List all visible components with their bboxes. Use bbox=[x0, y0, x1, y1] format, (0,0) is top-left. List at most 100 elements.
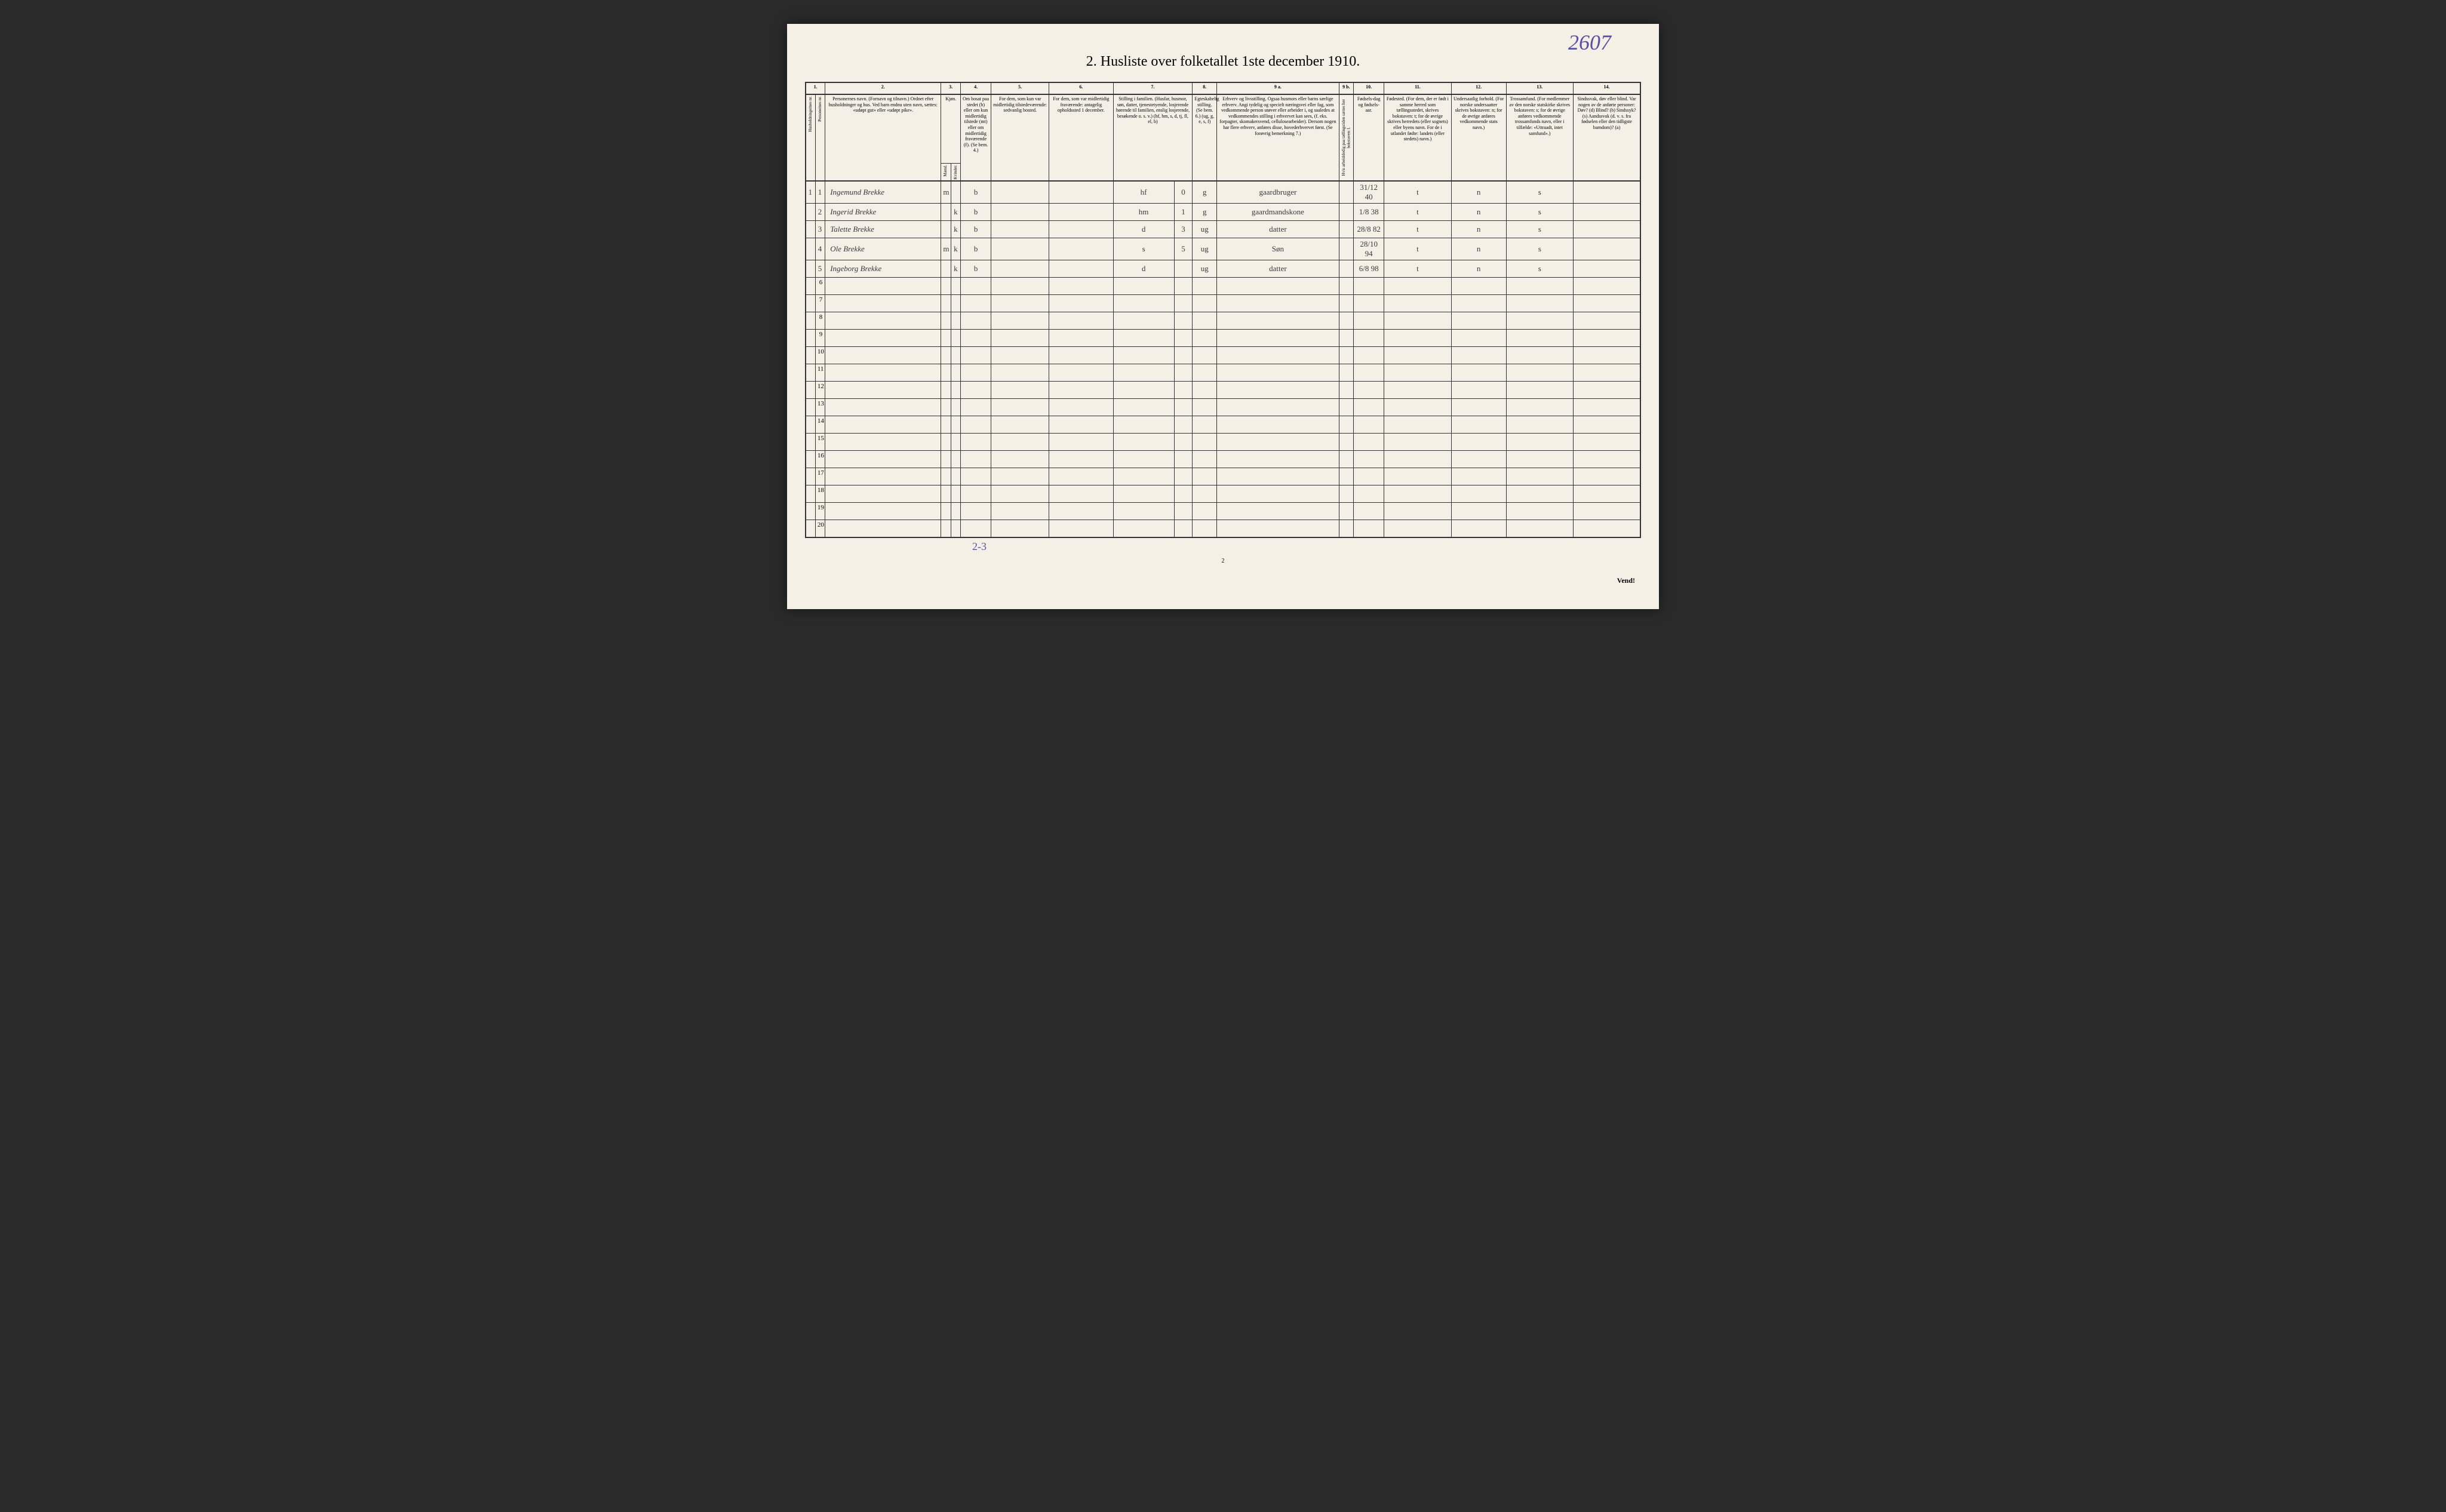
table-cell: 15 bbox=[815, 434, 825, 451]
table-cell: 28/8 82 bbox=[1354, 221, 1384, 238]
table-cell bbox=[961, 330, 991, 347]
table-cell bbox=[1451, 278, 1506, 295]
header-person-nr: Personernes nr. bbox=[818, 96, 822, 122]
table-cell bbox=[806, 416, 815, 434]
table-cell: 31/12 40 bbox=[1354, 181, 1384, 204]
header-midl-tilstede: For dem, som kun var midlertidig tilsted… bbox=[991, 94, 1049, 181]
table-row: 12 bbox=[806, 382, 1640, 399]
table-cell bbox=[1573, 221, 1640, 238]
table-cell bbox=[961, 278, 991, 295]
table-row: 8 bbox=[806, 312, 1640, 330]
table-cell bbox=[1193, 468, 1217, 485]
table-cell: s bbox=[1506, 181, 1573, 204]
table-cell bbox=[1193, 520, 1217, 538]
table-cell bbox=[951, 364, 960, 382]
table-cell bbox=[1573, 330, 1640, 347]
table-cell bbox=[1174, 416, 1193, 434]
colnum-9a: 9 a. bbox=[1217, 82, 1339, 94]
table-cell: Ole Brekke bbox=[825, 238, 941, 260]
table-cell bbox=[951, 295, 960, 312]
table-cell bbox=[1573, 181, 1640, 204]
table-cell bbox=[1573, 485, 1640, 503]
table-cell bbox=[1354, 520, 1384, 538]
table-cell bbox=[1339, 434, 1354, 451]
table-cell bbox=[951, 347, 960, 364]
table-cell: k bbox=[951, 238, 960, 260]
table-cell bbox=[1506, 468, 1573, 485]
table-cell bbox=[961, 520, 991, 538]
table-cell bbox=[1384, 347, 1451, 364]
table-cell: ug bbox=[1193, 221, 1217, 238]
colnum-5: 5. bbox=[991, 82, 1049, 94]
table-cell bbox=[1193, 364, 1217, 382]
table-cell bbox=[1354, 434, 1384, 451]
table-cell bbox=[1113, 416, 1174, 434]
table-cell: gaardbruger bbox=[1217, 181, 1339, 204]
table-cell bbox=[961, 485, 991, 503]
table-cell bbox=[1384, 520, 1451, 538]
table-cell: t bbox=[1384, 238, 1451, 260]
table-cell bbox=[1506, 416, 1573, 434]
table-cell bbox=[1174, 382, 1193, 399]
table-cell bbox=[1049, 399, 1113, 416]
table-cell bbox=[1113, 278, 1174, 295]
colnum-14: 14. bbox=[1573, 82, 1640, 94]
table-cell bbox=[1193, 295, 1217, 312]
table-cell bbox=[1339, 278, 1354, 295]
table-cell bbox=[941, 434, 951, 451]
table-cell bbox=[961, 382, 991, 399]
table-cell bbox=[991, 260, 1049, 278]
table-cell bbox=[1451, 520, 1506, 538]
table-cell bbox=[825, 295, 941, 312]
table-cell bbox=[1354, 485, 1384, 503]
table-cell bbox=[825, 312, 941, 330]
table-cell bbox=[1384, 451, 1451, 468]
table-cell bbox=[1451, 485, 1506, 503]
header-navn: Personernes navn. (Fornavn og tilnavn.) … bbox=[825, 94, 941, 181]
table-cell bbox=[1573, 382, 1640, 399]
table-cell: 6 bbox=[815, 278, 825, 295]
table-cell bbox=[1113, 364, 1174, 382]
table-cell bbox=[1217, 364, 1339, 382]
table-cell bbox=[951, 503, 960, 520]
table-row: 10 bbox=[806, 347, 1640, 364]
table-cell bbox=[1506, 399, 1573, 416]
table-cell bbox=[1451, 364, 1506, 382]
table-cell: s bbox=[1506, 238, 1573, 260]
table-cell bbox=[951, 520, 960, 538]
table-cell: 9 bbox=[815, 330, 825, 347]
table-cell bbox=[941, 221, 951, 238]
table-cell bbox=[1049, 238, 1113, 260]
table-cell bbox=[1113, 451, 1174, 468]
table-cell bbox=[951, 312, 960, 330]
table-cell bbox=[961, 503, 991, 520]
table-cell bbox=[1174, 364, 1193, 382]
table-cell bbox=[806, 382, 815, 399]
table-cell bbox=[951, 382, 960, 399]
table-cell bbox=[1573, 312, 1640, 330]
table-cell bbox=[951, 451, 960, 468]
table-cell bbox=[961, 347, 991, 364]
table-cell bbox=[1451, 312, 1506, 330]
table-cell: b bbox=[961, 181, 991, 204]
header-sindssvak: Sindssvak, døv eller blind. Var nogen av… bbox=[1573, 94, 1640, 181]
table-cell bbox=[1049, 503, 1113, 520]
table-cell bbox=[941, 204, 951, 221]
table-cell: 0 bbox=[1174, 181, 1193, 204]
table-cell: Ingeborg Brekke bbox=[825, 260, 941, 278]
table-cell bbox=[1193, 399, 1217, 416]
table-cell bbox=[1354, 347, 1384, 364]
table-cell bbox=[806, 312, 815, 330]
table-cell bbox=[825, 347, 941, 364]
table-cell bbox=[806, 260, 815, 278]
table-cell bbox=[1049, 204, 1113, 221]
table-cell bbox=[806, 485, 815, 503]
table-cell bbox=[991, 364, 1049, 382]
header-fodested: Fødested. (For dem, der er født i samme … bbox=[1384, 94, 1451, 181]
table-cell bbox=[941, 416, 951, 434]
table-cell bbox=[1174, 434, 1193, 451]
table-cell bbox=[1217, 312, 1339, 330]
table-cell bbox=[1573, 238, 1640, 260]
table-cell bbox=[1384, 399, 1451, 416]
table-cell bbox=[941, 382, 951, 399]
